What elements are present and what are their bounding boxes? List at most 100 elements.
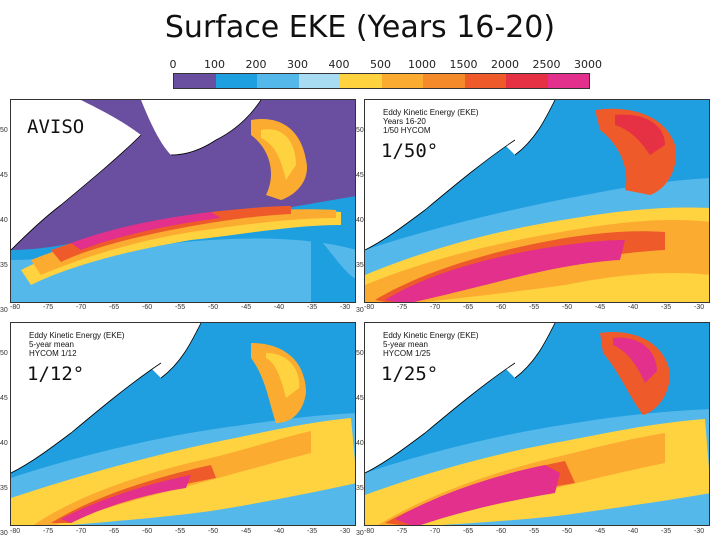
lat-tick-label: 35 — [356, 262, 364, 269]
lon-tick-label: -60 — [496, 528, 507, 535]
lat-tick-label: 45 — [0, 172, 8, 179]
lon-tick-label: -60 — [142, 528, 153, 535]
lat-tick-label: 50 — [0, 127, 8, 134]
colorbar-label: 100 — [204, 58, 225, 71]
panel-label-hycom50: 1/50° — [381, 140, 439, 162]
lon-ticks-bottom: -80 -75 -70 -65 -60 -55 -50 -45 -40 -35 -30 -80 -75 -… — [10, 528, 710, 538]
lat-ticks-left-top: 50 45 40 35 30 — [0, 99, 10, 314]
map-panel-hycom25: Eddy Kinetic Energy (EKE) 5-year mean HY… — [364, 322, 710, 526]
map-panel-hycom50: Eddy Kinetic Energy (EKE) Years 16-20 1/… — [364, 99, 710, 303]
lon-tick-label: -40 — [274, 304, 285, 311]
panel-label-hycom25: 1/25° — [381, 363, 439, 385]
lon-tick-label: -65 — [463, 304, 474, 311]
colorbar-segment — [298, 74, 340, 88]
lon-tick-label: -45 — [595, 528, 606, 535]
lon-tick-label: -35 — [661, 304, 672, 311]
eke-map-hycom12 — [11, 323, 355, 525]
lon-tick-label: -35 — [307, 304, 318, 311]
lat-tick-label: 45 — [356, 395, 364, 402]
lat-tick-label: 45 — [0, 395, 8, 402]
lon-tick-label: -40 — [628, 304, 639, 311]
lon-tick-label: -30 — [694, 528, 705, 535]
colorbar — [173, 73, 590, 89]
colorbar-label: 200 — [245, 58, 267, 71]
lon-tick-label: -60 — [496, 304, 507, 311]
lat-tick-label: 35 — [356, 485, 364, 492]
lon-tick-label: -45 — [241, 528, 252, 535]
panel-label-aviso: AVISO — [27, 116, 85, 138]
lon-tick-label: -80 — [10, 304, 21, 311]
lon-tick-label: -70 — [430, 304, 441, 311]
lat-tick-label: 45 — [356, 172, 364, 179]
colorbar-label: 2500 — [532, 58, 561, 71]
colorbar-label: 3000 — [574, 58, 602, 71]
lon-tick-label: -35 — [661, 528, 672, 535]
colorbar-label: 400 — [328, 58, 350, 71]
colorbar-segment — [174, 74, 216, 88]
lat-tick-label: 35 — [0, 262, 8, 269]
panel-caption-hycom25: Eddy Kinetic Energy (EKE) 5-year mean HY… — [383, 331, 479, 358]
lon-tick-label: -40 — [274, 528, 285, 535]
map-panel-hycom12: Eddy Kinetic Energy (EKE) 5-year mean HY… — [10, 322, 356, 526]
lon-tick-label: -55 — [175, 528, 186, 535]
lon-tick-label: -35 — [307, 528, 318, 535]
lon-tick-label: -60 — [142, 304, 153, 311]
lon-tick-label: -55 — [529, 304, 540, 311]
lat-tick-label: 50 — [0, 350, 8, 357]
lon-tick-label: -55 — [175, 304, 186, 311]
lon-tick-label: -45 — [595, 304, 606, 311]
panel-label-hycom12: 1/12° — [27, 363, 85, 385]
lon-tick-label: -45 — [241, 304, 252, 311]
panel-caption-hycom50: Eddy Kinetic Energy (EKE) Years 16-20 1/… — [383, 108, 479, 135]
colorbar-label: 1500 — [449, 58, 478, 71]
lat-ticks-left-bottom: 50 45 40 35 30 — [0, 322, 10, 537]
lat-tick-label: 50 — [356, 350, 364, 357]
lon-tick-label: -30 — [340, 528, 351, 535]
lon-tick-label: -40 — [628, 528, 639, 535]
colorbar-label: 500 — [370, 58, 391, 71]
lon-tick-label: -65 — [463, 528, 474, 535]
lat-tick-label: 50 — [356, 127, 364, 134]
eke-map-hycom25 — [365, 323, 709, 525]
colorbar-segment — [506, 74, 548, 88]
lon-tick-label: -75 — [397, 528, 408, 535]
colorbar-segment — [215, 74, 257, 88]
lon-tick-label: -55 — [529, 528, 540, 535]
eke-map-hycom50 — [365, 100, 709, 302]
lon-tick-label: -50 — [562, 528, 573, 535]
eke-map-aviso — [11, 100, 355, 302]
map-panel-aviso: AVISO — [10, 99, 356, 303]
lat-tick-label: 40 — [356, 217, 364, 224]
lon-tick-label: -75 — [43, 528, 54, 535]
colorbar-label: 300 — [287, 58, 308, 71]
lat-tick-label: 40 — [0, 217, 8, 224]
lat-tick-label: 40 — [0, 440, 8, 447]
lon-tick-label: -50 — [208, 528, 219, 535]
lat-ticks-mid-top: 50 45 40 35 30 — [356, 99, 366, 314]
lat-tick-label: 30 — [0, 530, 8, 537]
lat-tick-label: 35 — [0, 485, 8, 492]
colorbar-label: 0 — [169, 58, 177, 71]
colorbar-label: 1000 — [408, 58, 436, 71]
lon-tick-label: -75 — [43, 304, 54, 311]
lon-tick-label: -70 — [76, 528, 87, 535]
lon-tick-label: -65 — [109, 528, 120, 535]
lon-tick-label: -70 — [76, 304, 87, 311]
lon-tick-label: -80 — [364, 304, 375, 311]
colorbar-segment — [381, 74, 423, 88]
panel-caption-hycom12: Eddy Kinetic Energy (EKE) 5-year mean HY… — [29, 331, 125, 358]
colorbar-labels: 0 100 200 300 400 500 1000 1500 2000 2500 3000 — [160, 58, 603, 74]
lon-tick-label: -30 — [340, 304, 351, 311]
lon-tick-label: -65 — [109, 304, 120, 311]
colorbar-segment — [547, 74, 589, 88]
lon-tick-label: -30 — [694, 304, 705, 311]
lat-ticks-mid-bottom: 50 45 40 35 30 — [356, 322, 366, 537]
lon-tick-label: -80 — [10, 528, 21, 535]
colorbar-segment — [423, 74, 465, 88]
colorbar-segment — [464, 74, 506, 88]
lon-ticks-top: -80 -75 -70 -65 -60 -55 -50 -45 -40 -35 -30 -80 -75 -… — [10, 304, 710, 314]
lon-tick-label: -50 — [208, 304, 219, 311]
lat-tick-label: 30 — [356, 307, 364, 314]
lat-tick-label: 30 — [0, 307, 8, 314]
colorbar-segment — [340, 74, 382, 88]
